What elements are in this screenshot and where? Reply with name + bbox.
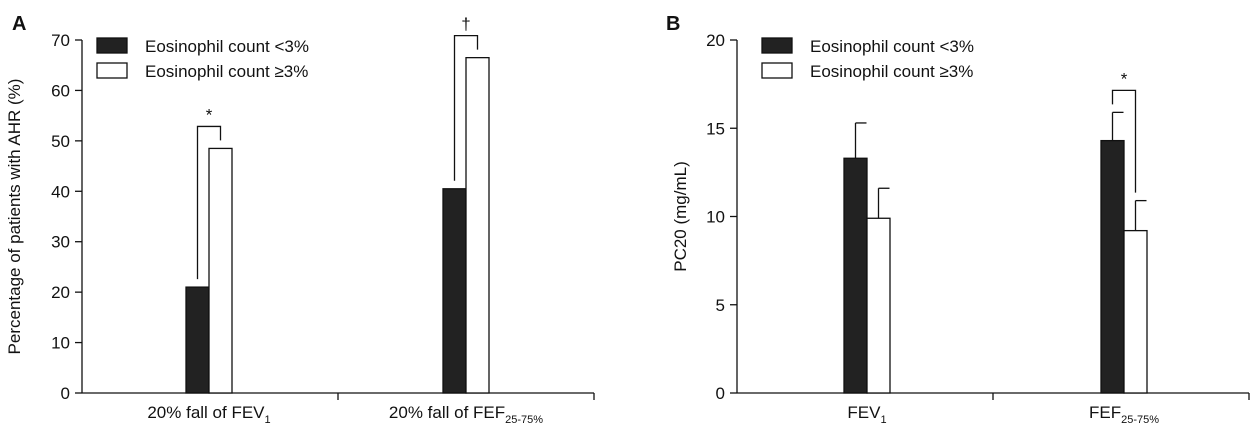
y-tick-label: 20 [706, 31, 725, 50]
y-tick-label: 70 [51, 31, 70, 50]
bar-low-1 [185, 286, 210, 394]
legend-label: Eosinophil count ≥3% [810, 62, 973, 81]
y-tick-label: 15 [706, 119, 725, 138]
y-tick-label: 50 [51, 132, 70, 151]
bar-low-2 [1100, 139, 1125, 394]
panel-a: A 0 10 20 30 40 50 60 70 Percentage of patients w… [5, 13, 595, 426]
legend-swatch [96, 37, 128, 54]
legend-label: Eosinophil count <3% [145, 37, 309, 56]
y-tick-label: 20 [51, 283, 70, 302]
significance-marker: * [206, 105, 213, 124]
significance-bracket [196, 125, 222, 280]
significance-bracket [1111, 89, 1137, 193]
y-tick-label: 10 [51, 334, 70, 353]
legend-label: Eosinophil count <3% [810, 37, 974, 56]
category-label: FEF25-75% [1089, 403, 1159, 426]
y-tick-label: 30 [51, 233, 70, 252]
category-label: FEV1 [847, 403, 886, 426]
y-tick-label: 5 [716, 296, 725, 315]
y-tick-label: 60 [51, 81, 70, 100]
category-label: 20% fall of FEF25-75% [389, 403, 543, 426]
y-tick-label: 0 [716, 384, 725, 403]
y-axis-label: Percentage of patients with AHR (%) [5, 79, 24, 355]
bar-high-1 [208, 147, 233, 394]
legend-swatch [96, 62, 128, 79]
y-axis-label: PC20 (mg/mL) [671, 161, 690, 272]
panel-letter: B [666, 13, 680, 35]
legend-label: Eosinophil count ≥3% [145, 62, 308, 81]
legend-swatch [761, 37, 793, 54]
significance-bracket [453, 35, 479, 181]
y-tick-label: 40 [51, 182, 70, 201]
y-tick-label: 0 [61, 384, 70, 403]
panel-letter: A [12, 13, 26, 35]
bar-high-1 [866, 217, 891, 394]
significance-marker: † [461, 15, 470, 34]
bar-high-2 [465, 57, 490, 394]
y-tick-label: 10 [706, 208, 725, 227]
bar-low-1 [843, 157, 868, 394]
legend-swatch [761, 62, 793, 79]
significance-marker: * [1121, 69, 1128, 88]
category-label: 20% fall of FEV1 [147, 403, 270, 426]
bar-low-2 [442, 188, 467, 394]
bar-high-2 [1123, 229, 1148, 394]
panel-b: B 0 5 10 15 20 PC20 (mg/mL) * FEV1 FEF25-75% Eosin… [666, 13, 1250, 426]
